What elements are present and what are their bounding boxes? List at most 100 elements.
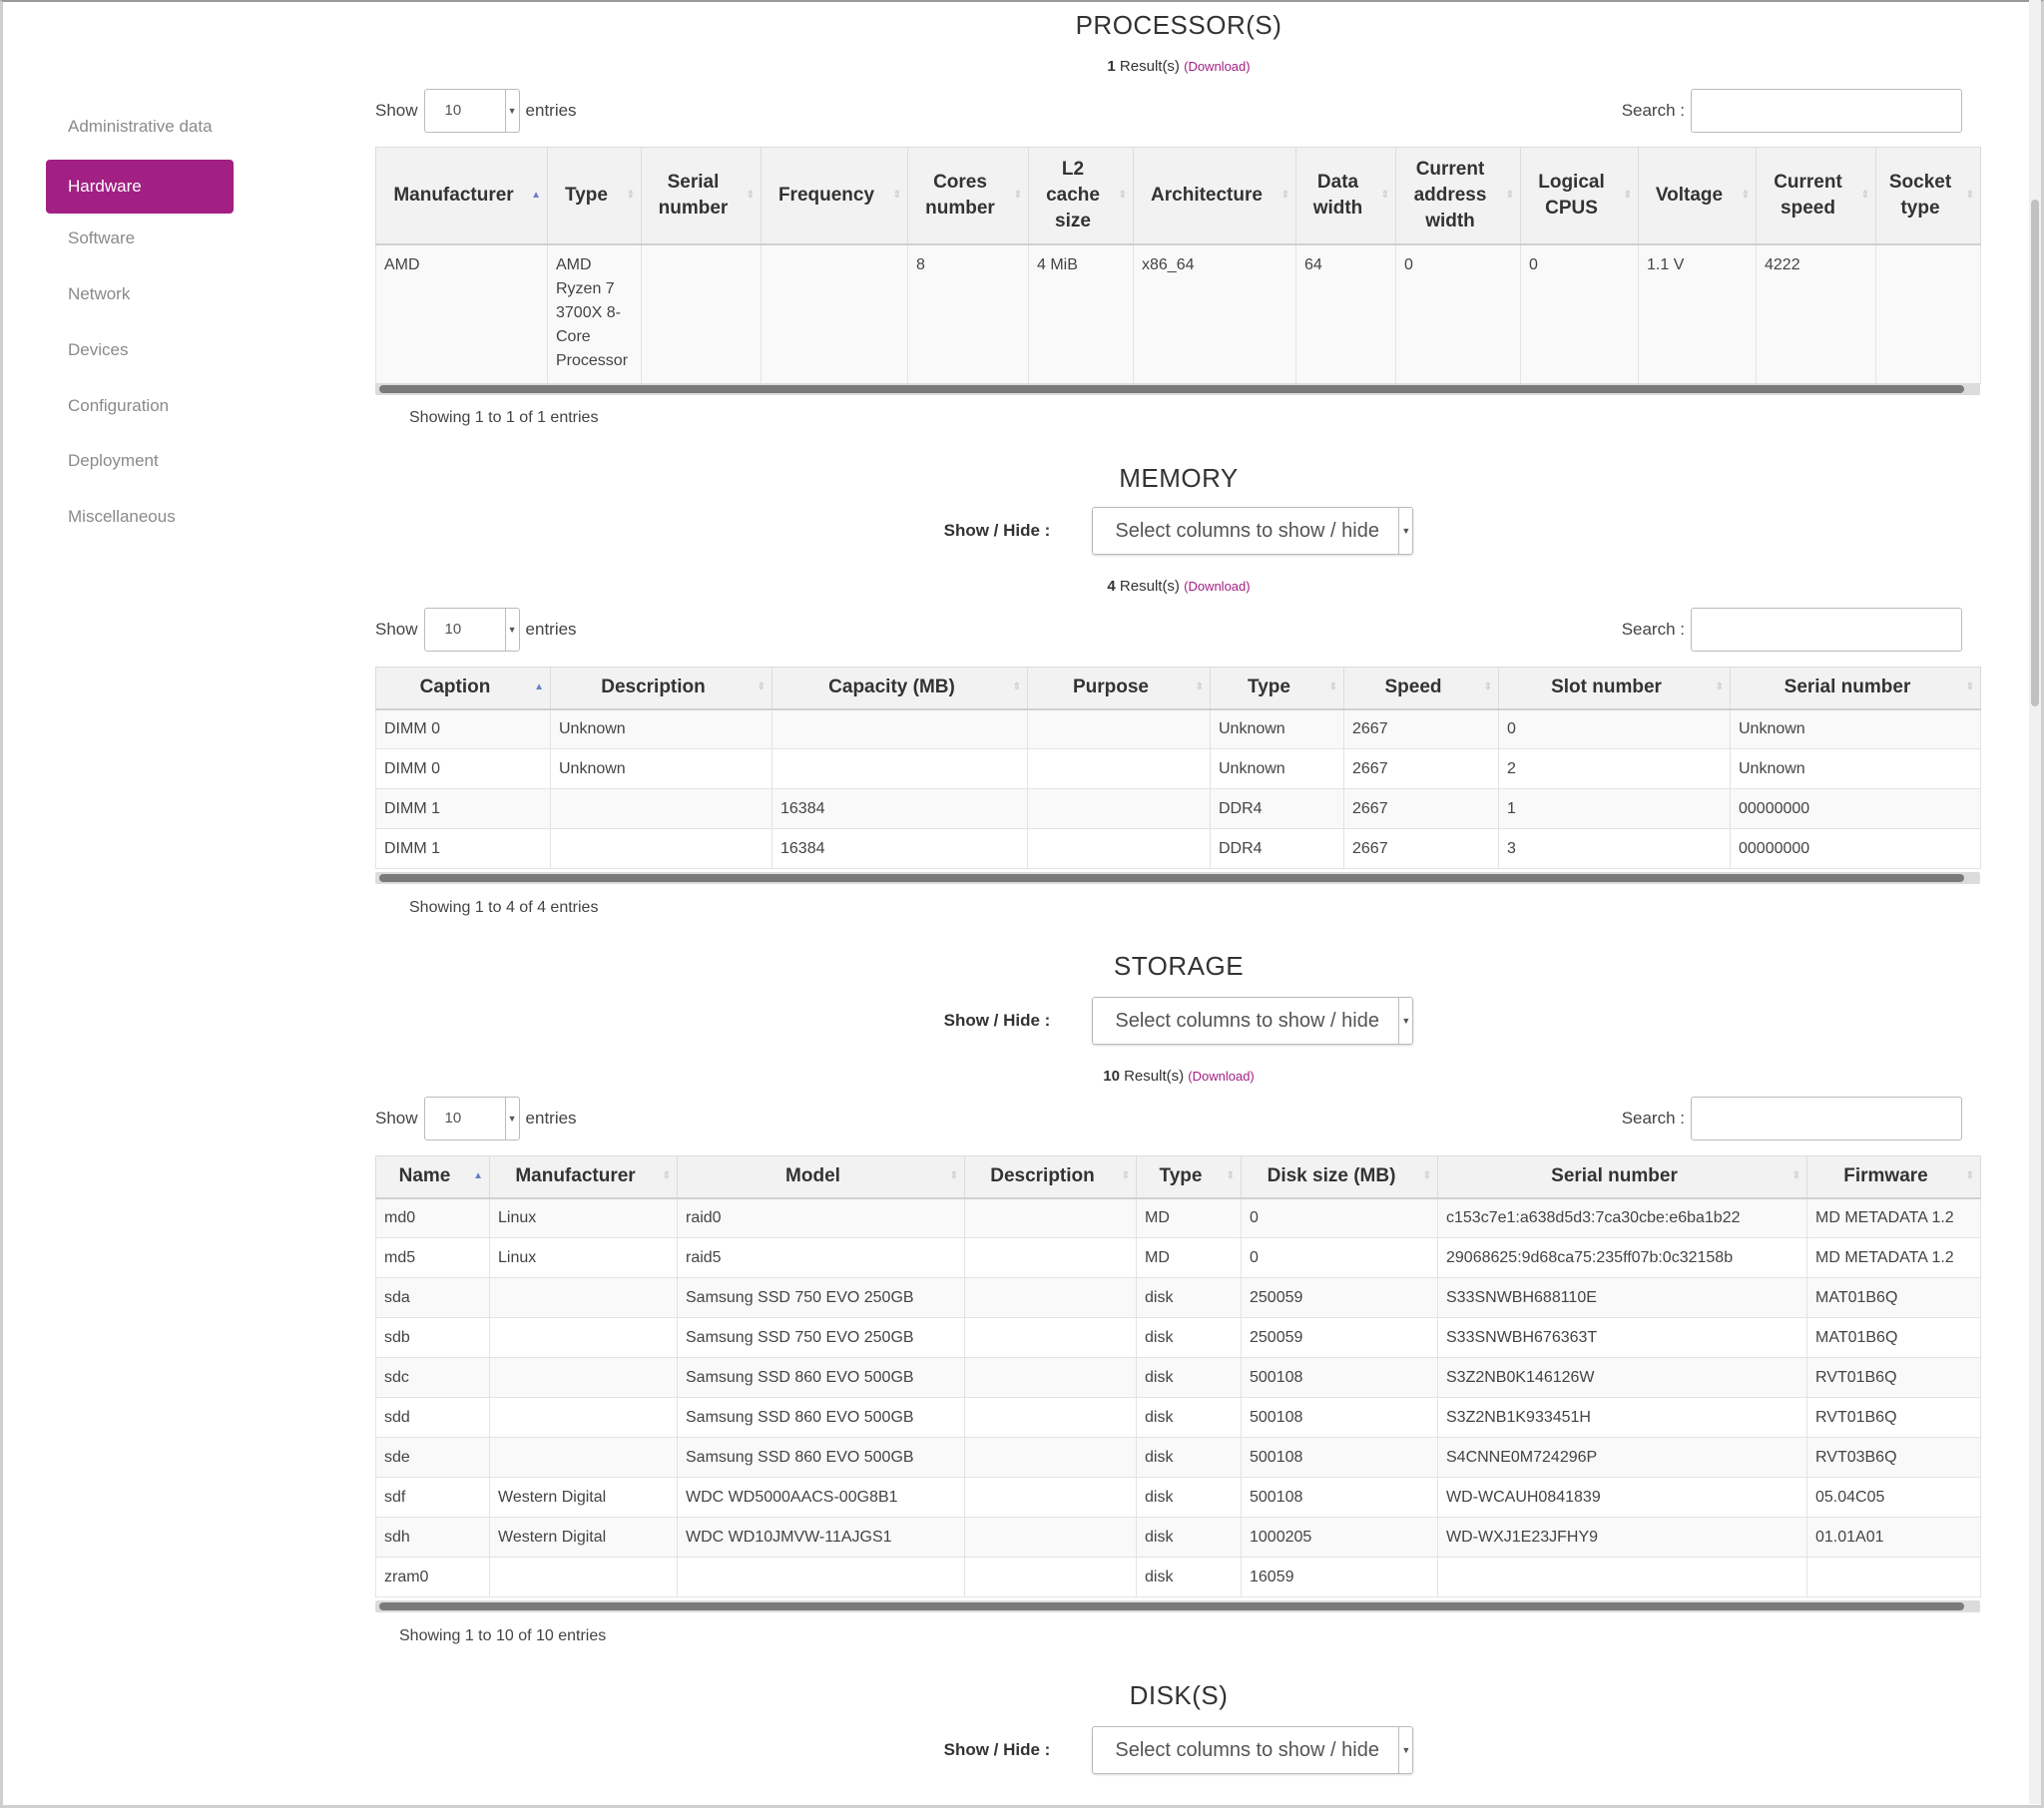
table-cell: 2 — [1498, 748, 1731, 789]
table-row[interactable]: DIMM 0 Unknown Unknown 2667 0 Unknown — [375, 708, 1981, 749]
table-cell: RVT01B6Q — [1806, 1357, 1981, 1398]
table-cell — [964, 1277, 1137, 1318]
column-header[interactable]: Cores number ⇕ — [907, 147, 1029, 245]
download-link[interactable]: (Download) — [1188, 1069, 1255, 1084]
sidebar-item-hardware[interactable]: Hardware — [46, 160, 234, 214]
page-length-select[interactable]: 10 ▼ — [423, 89, 520, 133]
search-input[interactable] — [1691, 89, 1962, 133]
column-header[interactable]: Serial number ⇕ — [1730, 667, 1981, 710]
column-header[interactable]: Current speed ⇕ — [1756, 147, 1876, 245]
column-visibility-select[interactable]: Select columns to show / hide ▼ — [1092, 997, 1414, 1045]
table-cell: sdb — [375, 1317, 490, 1358]
table-cell: 01.01A01 — [1806, 1517, 1981, 1558]
download-link[interactable]: (Download) — [1184, 579, 1251, 594]
column-header[interactable]: Description ⇕ — [550, 667, 772, 710]
table-cell — [489, 1357, 678, 1398]
column-visibility-select[interactable]: Select columns to show / hide ▼ — [1092, 507, 1414, 555]
table-row[interactable]: sdh Western Digital WDC WD10JMVW-11AJGS1 di… — [375, 1517, 1981, 1558]
scrollbar-thumb[interactable] — [2031, 200, 2039, 706]
page-length-value: 10 — [444, 1110, 462, 1127]
search-input[interactable] — [1691, 608, 1962, 652]
table-cell: 0 — [1520, 243, 1639, 384]
table-row[interactable]: sde Samsung SSD 860 EVO 500GB disk 500108 S4… — [375, 1437, 1981, 1478]
table-cell: Linux — [489, 1197, 678, 1238]
column-header[interactable]: Serial number ⇕ — [1437, 1155, 1807, 1199]
sidebar-item-devices[interactable]: Devices — [68, 340, 129, 359]
column-header[interactable]: Current address width ⇕ — [1395, 147, 1521, 245]
page-length-select[interactable]: 10 ▼ — [423, 1097, 520, 1140]
column-visibility-select[interactable]: Select columns to show / hide ▼ — [1092, 1726, 1414, 1774]
table-row[interactable]: DIMM 0 Unknown Unknown 2667 2 Unknown — [375, 748, 1981, 789]
table-cell: c153c7e1:a638d5d3:7ca30cbe:e6ba1b22 — [1437, 1197, 1807, 1238]
column-header-label: L2 cache size — [1046, 158, 1100, 231]
column-header[interactable]: L2 cache size ⇕ — [1028, 147, 1134, 245]
memory-horizontal-scrollbar[interactable] — [375, 872, 1980, 884]
processors-table: Manufacturer ▲ Type ⇕ Serial number ⇕ Frequenc… — [375, 147, 1981, 384]
search-input[interactable] — [1691, 1097, 1962, 1140]
column-header[interactable]: Architecture ⇕ — [1133, 147, 1296, 245]
page-length-value: 10 — [444, 621, 462, 638]
table-row[interactable]: AMD AMD Ryzen 7 3700X 8-Core Processor 8 4 … — [375, 243, 1981, 384]
page-vertical-scrollbar[interactable] — [2029, 0, 2041, 1804]
table-row[interactable]: md5 Linux raid5 MD 0 29068625:9d68ca75:235ff0… — [375, 1237, 1981, 1278]
results-count: 1 — [1107, 58, 1116, 75]
column-header[interactable]: Data width ⇕ — [1295, 147, 1396, 245]
column-header[interactable]: Logical CPUS ⇕ — [1520, 147, 1639, 245]
table-row[interactable]: zram0 disk 16059 — [375, 1557, 1981, 1597]
sort-icon: ⇕ — [1013, 189, 1022, 201]
column-header[interactable]: Name ▲ — [375, 1155, 490, 1199]
table-cell: Samsung SSD 860 EVO 500GB — [677, 1397, 965, 1438]
column-header[interactable]: Description ⇕ — [964, 1155, 1137, 1199]
column-header[interactable]: Voltage ⇕ — [1638, 147, 1757, 245]
sidebar-item-miscellaneous[interactable]: Miscellaneous — [68, 507, 176, 526]
column-header[interactable]: Type ⇕ — [1210, 667, 1344, 710]
column-header[interactable]: Socket type ⇕ — [1875, 147, 1981, 245]
sidebar-item-configuration[interactable]: Configuration — [68, 396, 170, 415]
table-cell: 16059 — [1241, 1557, 1438, 1597]
table-row[interactable]: md0 Linux raid0 MD 0 c153c7e1:a638d5d3:7ca30c… — [375, 1197, 1981, 1238]
storage-horizontal-scrollbar[interactable] — [375, 1600, 1980, 1612]
chevron-down-icon: ▼ — [504, 90, 519, 132]
storage-search: Search : — [1622, 1096, 1962, 1141]
sidebar-item-deployment[interactable]: Deployment — [68, 451, 159, 470]
table-cell: DIMM 0 — [375, 708, 551, 749]
table-row[interactable]: sdb Samsung SSD 750 EVO 250GB disk 250059 S3… — [375, 1317, 1981, 1358]
column-header-label: Logical CPUS — [1538, 171, 1605, 219]
processors-horizontal-scrollbar[interactable] — [375, 383, 1980, 395]
table-cell: 1000205 — [1241, 1517, 1438, 1558]
table-row[interactable]: sdd Samsung SSD 860 EVO 500GB disk 500108 S3… — [375, 1397, 1981, 1438]
column-header[interactable]: Manufacturer ▲ — [375, 147, 548, 245]
column-header[interactable]: Slot number ⇕ — [1498, 667, 1731, 710]
table-row[interactable]: DIMM 1 16384 DDR4 2667 3 00000000 — [375, 828, 1981, 869]
table-row[interactable]: sda Samsung SSD 750 EVO 250GB disk 250059 S3… — [375, 1277, 1981, 1318]
table-cell: S33SNWBH688110E — [1437, 1277, 1807, 1318]
download-link[interactable]: (Download) — [1184, 59, 1251, 74]
table-row[interactable]: sdc Samsung SSD 860 EVO 500GB disk 500108 S3… — [375, 1357, 1981, 1398]
sidebar-item-network[interactable]: Network — [68, 284, 131, 303]
column-header-label: Data width — [1312, 171, 1363, 219]
show-hide-label: Show / Hide : — [943, 521, 1051, 540]
table-cell — [964, 1557, 1137, 1597]
column-header[interactable]: Caption ▲ — [375, 667, 551, 710]
column-header[interactable]: Firmware ⇕ — [1806, 1155, 1981, 1199]
table-row[interactable]: DIMM 1 16384 DDR4 2667 1 00000000 — [375, 788, 1981, 829]
column-header[interactable]: Purpose ⇕ — [1027, 667, 1211, 710]
column-header[interactable]: Capacity (MB) ⇕ — [771, 667, 1028, 710]
column-header[interactable]: Manufacturer ⇕ — [489, 1155, 678, 1199]
table-row[interactable]: sdf Western Digital WDC WD5000AACS-00G8B1 d… — [375, 1477, 1981, 1518]
column-header[interactable]: Model ⇕ — [677, 1155, 965, 1199]
table-cell: disk — [1136, 1317, 1242, 1358]
sidebar-item-administrative-data[interactable]: Administrative data — [68, 117, 213, 136]
table-cell: sde — [375, 1437, 490, 1478]
column-header[interactable]: Type ⇕ — [1136, 1155, 1242, 1199]
sidebar-item-software[interactable]: Software — [68, 228, 136, 247]
column-header[interactable]: Disk size (MB) ⇕ — [1241, 1155, 1438, 1199]
column-header-label: Disk size (MB) — [1267, 1165, 1396, 1187]
table-cell: Unknown — [1210, 708, 1344, 749]
column-header[interactable]: Serial number ⇕ — [641, 147, 762, 245]
table-cell — [1437, 1557, 1807, 1597]
column-header[interactable]: Speed ⇕ — [1343, 667, 1499, 710]
column-header[interactable]: Frequency ⇕ — [761, 147, 908, 245]
page-length-select[interactable]: 10 ▼ — [423, 608, 520, 652]
column-header[interactable]: Type ⇕ — [547, 147, 642, 245]
